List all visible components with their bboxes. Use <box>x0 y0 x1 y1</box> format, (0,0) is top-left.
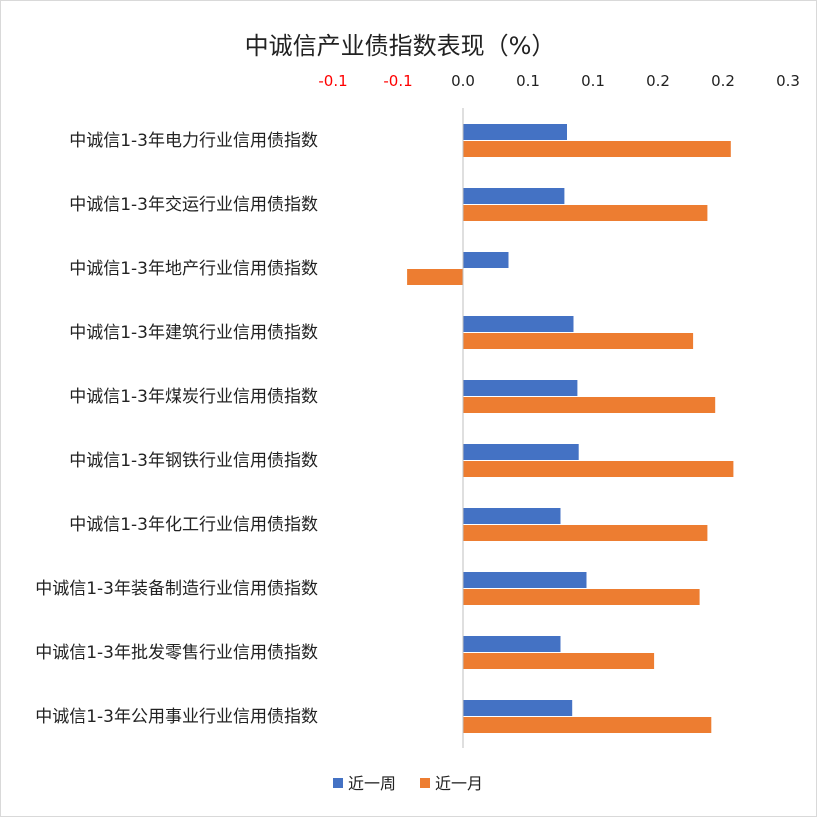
bar-week <box>463 444 579 460</box>
x-tick-label: 0.1 <box>516 72 540 90</box>
bar-month <box>463 461 734 477</box>
x-tick-label: 0.2 <box>711 72 735 90</box>
category-label: 中诚信1-3年交运行业信用债指数 <box>69 195 318 215</box>
bar-week <box>463 252 509 268</box>
x-tick-label: 0.2 <box>646 72 670 90</box>
bar-week <box>463 572 587 588</box>
bar-month <box>463 333 694 349</box>
bar-month <box>463 397 716 413</box>
category-label: 中诚信1-3年煤炭行业信用债指数 <box>69 387 318 407</box>
bar-month <box>463 141 731 157</box>
bar-month <box>463 589 700 605</box>
bar-month <box>407 269 463 285</box>
bar-month <box>463 653 655 669</box>
legend-swatch <box>333 778 343 788</box>
category-label: 中诚信1-3年装备制造行业信用债指数 <box>35 579 318 599</box>
category-label: 中诚信1-3年化工行业信用债指数 <box>69 515 318 535</box>
bar-month <box>463 717 712 733</box>
bar-month <box>463 205 708 221</box>
category-label: 中诚信1-3年电力行业信用债指数 <box>69 131 318 151</box>
legend-swatch <box>420 778 430 788</box>
bar-week <box>463 700 573 716</box>
bar-week <box>463 508 561 524</box>
x-tick-label: 0.0 <box>451 72 475 90</box>
x-tick-label: 0.1 <box>581 72 605 90</box>
category-label: 中诚信1-3年批发零售行业信用债指数 <box>35 643 318 663</box>
bar-week <box>463 124 567 140</box>
x-tick-label: 0.3 <box>776 72 800 90</box>
chart-title: 中诚信产业债指数表现（%） <box>245 32 556 60</box>
category-label: 中诚信1-3年地产行业信用债指数 <box>69 259 318 279</box>
x-tick-label: -0.1 <box>318 72 347 90</box>
legend-label: 近一月 <box>435 774 483 793</box>
category-label: 中诚信1-3年公用事业行业信用债指数 <box>35 707 318 727</box>
bar-week <box>463 188 565 204</box>
bar-week <box>463 380 578 396</box>
category-label: 中诚信1-3年钢铁行业信用债指数 <box>69 451 318 471</box>
x-tick-label: -0.1 <box>383 72 412 90</box>
bar-week <box>463 636 561 652</box>
category-label: 中诚信1-3年建筑行业信用债指数 <box>69 323 318 343</box>
bar-week <box>463 316 574 332</box>
bar-month <box>463 525 708 541</box>
legend-label: 近一周 <box>348 774 396 793</box>
